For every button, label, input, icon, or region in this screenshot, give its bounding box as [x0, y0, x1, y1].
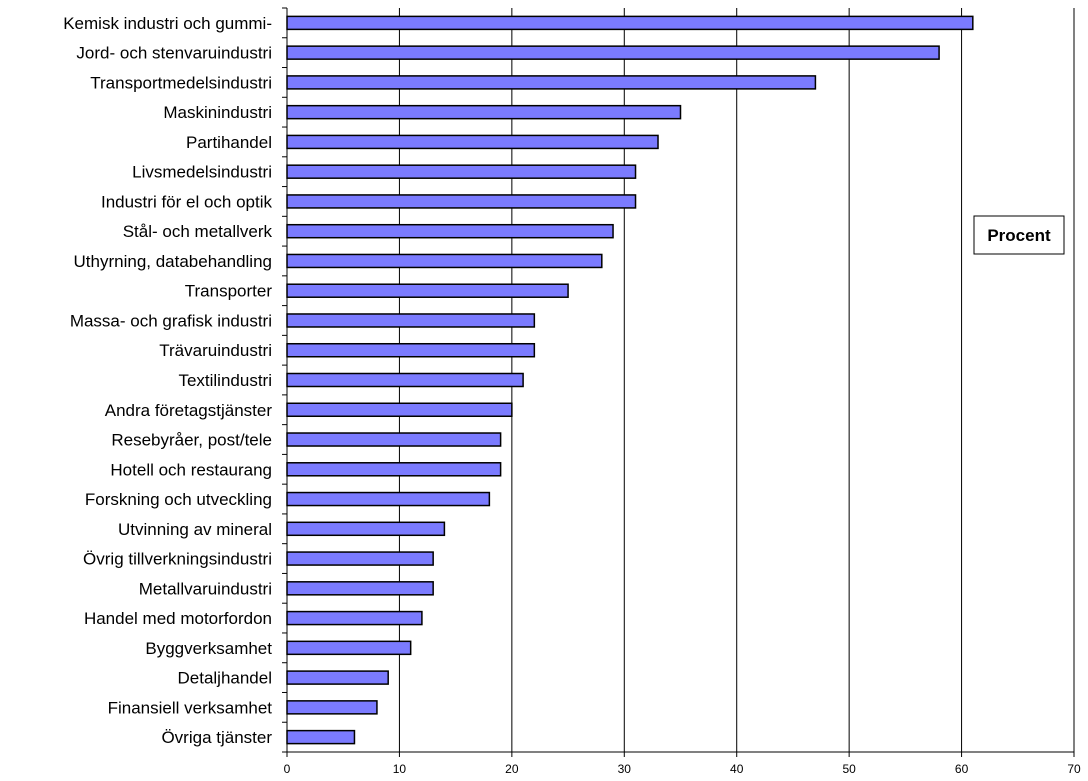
x-tick-label: 40: [730, 762, 744, 776]
category-label: Livsmedelsindustri: [132, 163, 272, 182]
bar: [286, 342, 536, 358]
bar: [286, 194, 637, 209]
grid-layer: [398, 8, 1075, 752]
category-label: Finansiell verksamhet: [108, 698, 273, 717]
legend-label: Procent: [987, 226, 1051, 245]
category-label: Industri för el och optik: [101, 192, 273, 211]
category-label: Trävaruindustri: [159, 341, 272, 360]
category-label: Övriga tjänster: [161, 728, 272, 747]
category-label: Textilindustri: [178, 371, 272, 390]
category-label: Utvinning av mineral: [118, 520, 272, 539]
category-label: Transportmedelsindustri: [90, 73, 272, 92]
bar: [286, 402, 513, 418]
bar: [286, 45, 940, 60]
x-tick-label: 10: [393, 762, 407, 776]
category-label: Resebyråer, post/tele: [111, 431, 272, 450]
category-label: Detaljhandel: [177, 669, 272, 688]
bar: [286, 521, 446, 537]
x-tick-label: 20: [505, 762, 519, 776]
bar: [286, 729, 356, 745]
category-label: Stål- och metallverk: [123, 222, 273, 241]
x-tick-label: 30: [618, 762, 632, 776]
legend-box: Procent: [973, 215, 1065, 255]
category-label: Transporter: [185, 282, 273, 301]
bar: [286, 283, 569, 298]
category-label: Övrig tillverkningsindustri: [83, 550, 272, 569]
bar: [286, 164, 637, 179]
bar: [286, 700, 378, 715]
bar: [286, 670, 389, 685]
bar: [286, 253, 603, 269]
axes-layer: [282, 7, 1075, 757]
bar: [286, 134, 659, 150]
category-label: Byggverksamhet: [145, 639, 272, 658]
bar: [286, 462, 502, 477]
bar: [286, 313, 536, 328]
bar: [286, 104, 682, 120]
category-label: Metallvaruindustri: [139, 579, 272, 598]
x-tick-label: 0: [284, 762, 291, 776]
category-label: Partihandel: [186, 133, 272, 152]
category-label: Kemisk industri och gummi-: [63, 14, 272, 33]
bar: [286, 432, 502, 447]
category-label: Maskinindustri: [163, 103, 272, 122]
bar: [286, 640, 412, 656]
x-tick-label: 70: [1067, 762, 1081, 776]
category-label: Forskning och utveckling: [85, 490, 272, 509]
bar: [286, 372, 524, 388]
bar: [286, 491, 491, 507]
x-tick-label: 50: [842, 762, 856, 776]
bar: [286, 15, 974, 31]
bar: [286, 223, 614, 239]
category-label: Hotell och restaurang: [110, 460, 272, 479]
category-label: Andra företagstjänster: [105, 401, 273, 420]
bars-layer: [286, 15, 974, 745]
bar: [286, 610, 423, 626]
bar: [286, 75, 817, 90]
category-label: Handel med motorfordon: [84, 609, 272, 628]
category-label: Massa- och grafisk industri: [70, 311, 272, 330]
bar: [286, 551, 434, 566]
category-label: Jord- och stenvaruindustri: [76, 44, 272, 63]
bar: [286, 581, 434, 596]
category-label: Uthyrning, databehandling: [74, 252, 272, 271]
labels-layer: Kemisk industri och gummi- Jord- och sten…: [63, 14, 1081, 776]
x-tick-label: 60: [955, 762, 969, 776]
